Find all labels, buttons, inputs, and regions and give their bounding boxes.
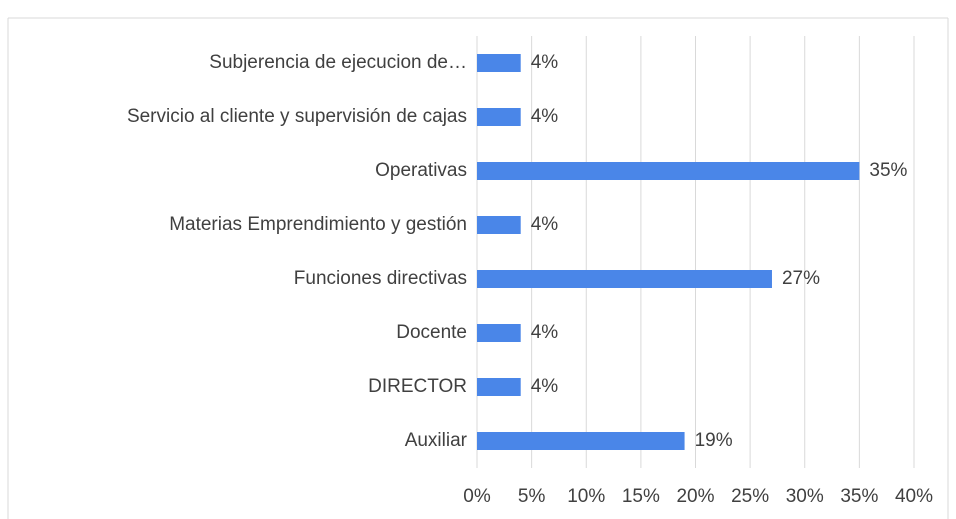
y-tick-label: Materias Emprendimiento y gestión xyxy=(169,214,467,235)
data-label: 4% xyxy=(531,214,559,235)
y-tick-label: Docente xyxy=(396,322,467,343)
x-tick-label: 25% xyxy=(731,486,769,507)
data-label: 4% xyxy=(531,376,559,397)
data-label: 19% xyxy=(695,430,733,451)
bar xyxy=(477,162,860,180)
bar xyxy=(477,324,521,342)
bar xyxy=(477,270,772,288)
x-tick-label: 10% xyxy=(567,486,605,507)
x-tick-label: 40% xyxy=(895,486,933,507)
x-tick-label: 15% xyxy=(622,486,660,507)
data-label: 4% xyxy=(531,106,559,127)
x-tick-label: 0% xyxy=(463,486,491,507)
x-tick-label: 35% xyxy=(840,486,878,507)
data-label: 35% xyxy=(869,160,907,181)
data-label: 27% xyxy=(782,268,820,289)
bar xyxy=(477,378,521,396)
bar xyxy=(477,216,521,234)
bar xyxy=(477,108,521,126)
data-label: 4% xyxy=(531,52,559,73)
data-label: 4% xyxy=(531,322,559,343)
bar xyxy=(477,54,521,72)
y-tick-label: Funciones directivas xyxy=(294,268,467,289)
bar xyxy=(477,432,685,450)
x-tick-label: 30% xyxy=(786,486,824,507)
y-tick-label: Auxiliar xyxy=(405,430,468,451)
y-tick-label: Subjerencia de ejecucion de… xyxy=(209,52,467,73)
y-tick-label: Servicio al cliente y supervisión de caj… xyxy=(127,106,467,127)
x-tick-label: 20% xyxy=(676,486,714,507)
y-tick-label: DIRECTOR xyxy=(368,376,467,397)
y-tick-label: Operativas xyxy=(375,160,467,181)
x-tick-label: 5% xyxy=(518,486,546,507)
